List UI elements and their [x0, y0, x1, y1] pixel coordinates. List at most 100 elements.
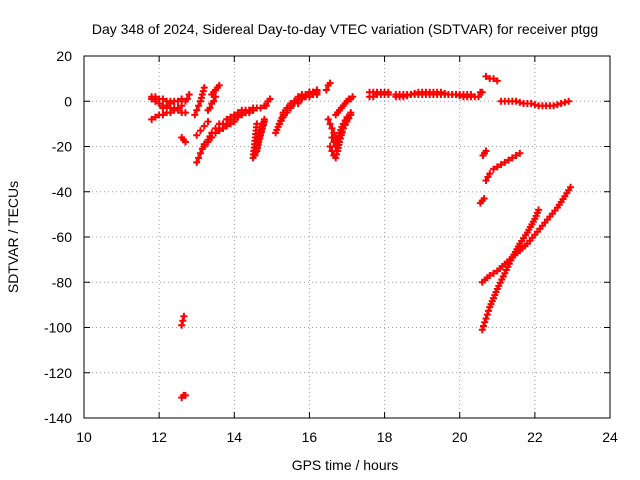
series-seg-ao — [479, 147, 490, 160]
data-point — [328, 133, 336, 141]
data-point — [151, 113, 159, 121]
series-seg-ag — [332, 93, 357, 119]
data-point-fill — [528, 234, 536, 242]
data-point — [490, 75, 498, 83]
data-point — [557, 100, 565, 108]
data-point — [326, 79, 334, 87]
data-point — [482, 147, 490, 155]
data-point-fill — [551, 207, 559, 215]
y-tick-label: -20 — [52, 139, 72, 155]
data-point — [193, 158, 201, 166]
data-point — [266, 95, 274, 103]
series-seg-ap — [482, 149, 524, 184]
series-seg-am — [482, 72, 501, 85]
data-point — [148, 115, 156, 123]
data-point — [206, 104, 214, 112]
y-axis-label: SDTVAR / TECUs — [5, 181, 21, 293]
data-point — [151, 93, 159, 101]
data-point-fill — [538, 102, 546, 110]
series-seg-g — [178, 391, 189, 402]
series-seg-d — [159, 95, 186, 112]
data-point — [337, 129, 345, 137]
data-point — [482, 72, 490, 80]
data-point — [174, 97, 182, 105]
series-seg-n — [204, 93, 219, 114]
data-point — [339, 124, 347, 132]
series-seg-e — [178, 133, 189, 146]
x-tick-label: 24 — [602, 429, 618, 445]
data-point — [159, 104, 167, 112]
data-point — [212, 93, 219, 101]
series-seg-aq — [476, 195, 488, 207]
chart-title: Day 348 of 2024, Sidereal Day-to-day VTE… — [92, 21, 598, 37]
data-point-fill — [256, 135, 264, 143]
data-point-fill — [254, 141, 262, 149]
series-seg-as — [478, 206, 543, 334]
data-point — [508, 154, 516, 162]
data-point-fill — [485, 307, 493, 315]
data-point — [478, 88, 486, 96]
data-point-fill — [483, 311, 491, 319]
data-point — [480, 195, 488, 203]
data-point-fill — [521, 242, 529, 250]
data-point-fill — [565, 186, 573, 194]
data-point — [493, 77, 501, 85]
data-point — [245, 106, 253, 114]
data-point — [204, 118, 212, 126]
data-point-fill — [199, 87, 207, 95]
data-point-fill — [258, 128, 266, 136]
x-axis-ticks: 10 12 14 16 18 20 22 24 — [76, 56, 618, 445]
x-tick-label: 10 — [76, 429, 92, 445]
data-point — [180, 312, 188, 320]
data-point-fill — [561, 98, 569, 106]
series-seg-ak — [392, 88, 475, 98]
data-point — [215, 127, 223, 135]
x-tick-label: 16 — [302, 429, 318, 445]
data-point — [349, 93, 357, 101]
data-point — [223, 115, 231, 123]
data-point — [565, 97, 573, 105]
data-point — [369, 93, 377, 101]
data-point — [170, 104, 178, 112]
data-point-fill — [546, 102, 554, 110]
series-seg-h — [181, 90, 193, 105]
series-seg-af — [328, 115, 351, 150]
y-tick-label: -40 — [52, 184, 72, 200]
data-point — [210, 97, 218, 105]
series-seg-v — [253, 118, 268, 155]
data-point — [219, 124, 227, 132]
data-point — [159, 111, 167, 119]
series-seg-j — [193, 118, 212, 139]
data-point — [313, 86, 321, 94]
data-point — [227, 113, 235, 121]
data-point — [287, 102, 295, 110]
x-tick-label: 14 — [226, 429, 242, 445]
data-point-fill — [433, 88, 441, 96]
data-point-fill — [396, 90, 404, 98]
data-point — [185, 90, 193, 98]
data-point — [332, 143, 340, 150]
data-point — [309, 88, 317, 96]
data-point — [181, 391, 189, 399]
data-point-fill — [490, 269, 498, 277]
data-point-fill — [480, 322, 488, 330]
data-point — [166, 100, 174, 108]
y-tick-label: 0 — [64, 93, 72, 109]
x-tick-label: 22 — [527, 429, 543, 445]
data-point-fill — [418, 88, 426, 96]
data-point-fill — [259, 121, 267, 129]
data-point-fill — [514, 243, 522, 251]
data-point-fill — [536, 225, 544, 233]
data-point — [341, 120, 349, 128]
data-point-fill — [411, 89, 419, 97]
data-point-fill — [533, 209, 541, 217]
data-point — [334, 138, 342, 146]
data-point-fill — [508, 97, 516, 105]
data-point-fill — [333, 150, 341, 158]
data-point — [493, 163, 501, 171]
series-seg-ai — [366, 90, 392, 101]
series-seg-al — [476, 88, 486, 96]
data-point-fill — [252, 123, 260, 131]
data-point — [179, 317, 187, 325]
